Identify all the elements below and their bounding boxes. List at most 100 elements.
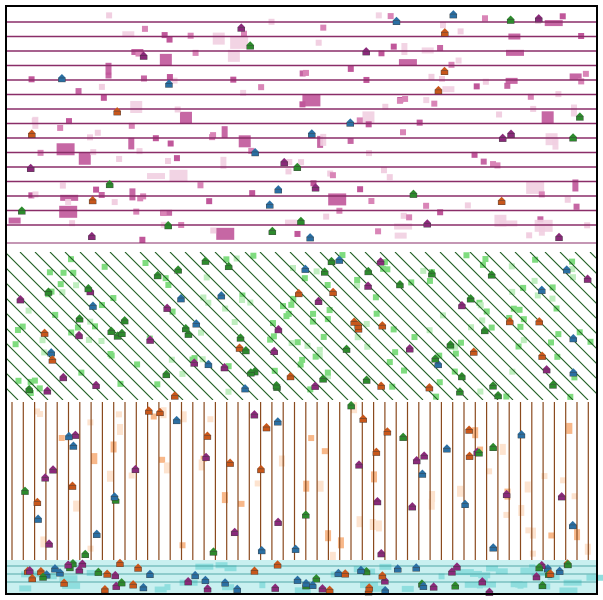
unit-token[interactable] <box>224 261 233 271</box>
unit-token[interactable] <box>487 270 496 279</box>
unit-token[interactable] <box>174 265 183 274</box>
unit-token[interactable] <box>268 226 277 235</box>
unit-token[interactable] <box>153 270 162 280</box>
unit-token[interactable] <box>163 303 172 312</box>
unit-token[interactable] <box>94 567 103 576</box>
unit-token[interactable] <box>505 316 514 326</box>
unit-token[interactable] <box>221 578 230 587</box>
unit-token[interactable] <box>280 157 289 167</box>
unit-token[interactable] <box>105 179 114 189</box>
unit-token[interactable] <box>419 581 428 590</box>
unit-token[interactable] <box>478 577 487 586</box>
unit-token[interactable] <box>190 358 199 367</box>
unit-token[interactable] <box>301 264 310 273</box>
unit-token[interactable] <box>117 578 126 587</box>
unit-token[interactable] <box>364 281 373 290</box>
unit-token[interactable] <box>442 444 451 453</box>
unit-token[interactable] <box>535 317 544 326</box>
unit-token[interactable] <box>327 256 336 266</box>
unit-token[interactable] <box>412 455 421 465</box>
unit-token[interactable] <box>184 577 193 586</box>
unit-token[interactable] <box>408 502 417 511</box>
unit-token[interactable] <box>469 347 478 356</box>
unit-token[interactable] <box>392 16 401 25</box>
unit-token[interactable] <box>274 185 283 194</box>
unit-token[interactable] <box>449 10 458 19</box>
unit-token[interactable] <box>191 570 200 580</box>
unit-token[interactable] <box>425 383 434 392</box>
unit-token[interactable] <box>44 287 53 296</box>
unit-token[interactable] <box>55 568 64 577</box>
unit-token[interactable] <box>257 545 266 555</box>
unit-token[interactable] <box>346 118 355 127</box>
unit-token[interactable] <box>181 323 190 333</box>
unit-token[interactable] <box>25 384 34 394</box>
unit-token[interactable] <box>203 431 212 440</box>
zone-pink-rows[interactable] <box>7 12 596 244</box>
unit-token[interactable] <box>202 452 211 461</box>
unit-token[interactable] <box>204 359 213 369</box>
unit-token[interactable] <box>103 569 112 578</box>
unit-token[interactable] <box>117 328 126 337</box>
unit-token[interactable] <box>201 256 210 265</box>
unit-token[interactable] <box>250 410 259 419</box>
unit-token[interactable] <box>489 442 498 451</box>
unit-token[interactable] <box>314 296 323 305</box>
unit-token[interactable] <box>201 575 210 584</box>
unit-token[interactable] <box>480 325 489 335</box>
unit-token[interactable] <box>246 368 255 377</box>
unit-token[interactable] <box>418 469 427 478</box>
unit-token[interactable] <box>373 496 382 506</box>
unit-token[interactable] <box>33 497 42 506</box>
unit-token[interactable] <box>569 133 578 142</box>
unit-token[interactable] <box>329 287 338 297</box>
unit-token[interactable] <box>272 381 281 390</box>
unit-token[interactable] <box>307 129 316 138</box>
unit-token[interactable] <box>507 129 516 138</box>
unit-token[interactable] <box>542 365 551 374</box>
unit-token[interactable] <box>535 563 544 572</box>
unit-token[interactable] <box>537 285 546 294</box>
unit-token[interactable] <box>452 562 461 571</box>
unit-token[interactable] <box>301 510 310 519</box>
unit-token[interactable] <box>569 368 578 377</box>
unit-token[interactable] <box>555 232 564 242</box>
unit-token[interactable] <box>68 481 77 490</box>
unit-token[interactable] <box>429 582 438 591</box>
unit-token[interactable] <box>274 324 283 334</box>
unit-token[interactable] <box>569 333 578 343</box>
unit-token[interactable] <box>475 448 484 457</box>
unit-token[interactable] <box>88 195 97 205</box>
unit-token[interactable] <box>270 346 279 355</box>
unit-token[interactable] <box>575 112 584 121</box>
unit-token[interactable] <box>203 584 212 593</box>
unit-token[interactable] <box>409 189 418 198</box>
unit-token[interactable] <box>113 107 122 116</box>
unit-token[interactable] <box>92 529 101 538</box>
unit-token[interactable] <box>557 492 566 501</box>
unit-token[interactable] <box>372 447 381 456</box>
unit-token[interactable] <box>209 547 218 556</box>
unit-token[interactable] <box>59 372 68 382</box>
unit-token[interactable] <box>538 580 547 590</box>
unit-token[interactable] <box>156 407 165 417</box>
unit-token[interactable] <box>461 499 470 508</box>
unit-token[interactable] <box>568 520 577 530</box>
unit-token[interactable] <box>306 233 315 242</box>
unit-token[interactable] <box>26 163 35 172</box>
unit-token[interactable] <box>555 566 564 575</box>
zone-green-diagonal[interactable] <box>0 252 603 400</box>
unit-token[interactable] <box>170 391 179 400</box>
unit-token[interactable] <box>107 326 116 335</box>
unit-token[interactable] <box>405 344 414 353</box>
unit-token[interactable] <box>532 572 541 581</box>
unit-token[interactable] <box>69 441 78 450</box>
unit-token[interactable] <box>271 583 280 592</box>
unit-token[interactable] <box>60 578 69 587</box>
unit-token[interactable] <box>34 514 43 523</box>
unit-token[interactable] <box>378 571 387 580</box>
unit-token[interactable] <box>320 267 329 276</box>
unit-token[interactable] <box>162 369 171 379</box>
unit-token[interactable] <box>457 371 466 381</box>
